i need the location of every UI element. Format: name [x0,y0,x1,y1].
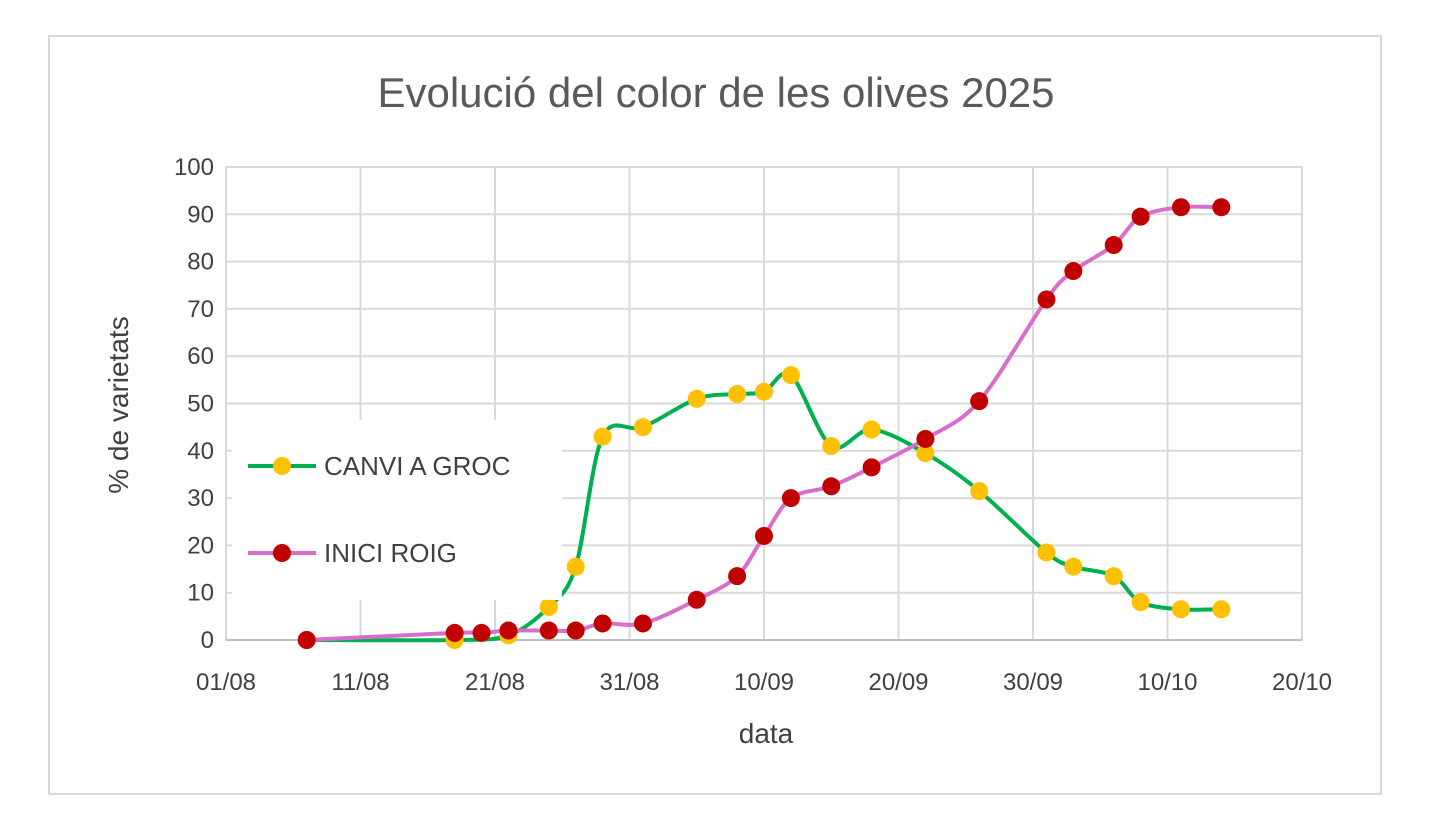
y-tick-label: 60 [187,343,214,370]
data-point [1131,593,1150,612]
y-tick-label: 0 [201,627,214,654]
data-point [728,567,747,586]
x-tick-label: 20/10 [1272,669,1332,696]
data-point [781,489,800,508]
x-tick-label: 11/08 [331,669,389,696]
data-point [687,590,706,609]
y-tick-label: 40 [187,438,214,465]
x-tick-label: 10/10 [1137,669,1197,696]
legend-item: INICI ROIG [248,538,457,568]
data-point [822,437,841,456]
x-axis-title: data [739,718,794,749]
data-point [755,526,773,545]
chart-svg: 0 10 20 30 40 50 60 70 80 90 100 01/08 11/08 21/08 31/… [103,69,1332,749]
data-point [781,366,800,385]
data-point [1171,600,1190,619]
y-tick-label: 80 [187,249,214,276]
legend-marker [273,544,291,562]
y-tick-label: 10 [187,580,214,607]
x-tick-label: 21/08 [465,669,525,696]
legend-box [232,420,562,600]
data-point [1037,543,1056,562]
data-point [1064,557,1083,576]
x-tick-label: 20/09 [868,669,928,696]
gridlines [226,166,1303,640]
data-point [687,389,706,408]
data-point [1104,236,1123,255]
data-point [970,392,989,411]
data-point [566,621,585,640]
data-point [499,621,518,640]
data-point [1131,207,1150,226]
data-point [1212,198,1231,217]
y-tick-label: 50 [187,391,214,418]
series-layer [297,198,1231,649]
data-point [297,631,316,649]
data-point [755,382,773,401]
legend-item: CANVI A GROC [248,451,510,481]
data-point [1171,198,1190,217]
data-point [633,418,652,437]
data-point [862,458,881,477]
legend-marker [273,457,291,475]
data-point [1212,600,1231,619]
x-tick-label: 10/09 [734,669,794,696]
data-point [566,557,585,576]
legend: CANVI A GROC INICI ROIG [232,420,562,600]
data-point [1064,262,1083,281]
x-tick-label: 31/08 [599,669,659,696]
data-point [633,614,652,633]
y-axis-title: % de varietats [103,316,134,493]
data-point [593,427,612,446]
series-inici-roig [297,198,1231,649]
data-point [970,482,989,501]
y-tick-label: 90 [187,201,214,228]
data-point [445,623,464,642]
x-tick-label: 01/08 [196,669,256,696]
y-tick-label: 100 [174,154,214,181]
data-point [539,621,558,640]
chart-frame: 0 10 20 30 40 50 60 70 80 90 100 01/08 11/08 21/08 31/… [48,35,1382,795]
data-point [862,420,881,439]
data-point [593,614,612,633]
legend-label: INICI ROIG [324,538,457,568]
data-point [539,597,558,616]
axes: 0 10 20 30 40 50 60 70 80 90 100 01/08 11/08 21/08 31/… [174,154,1332,696]
data-point [1037,290,1056,309]
x-tick-label: 30/09 [1003,669,1063,696]
data-point [822,477,841,496]
y-tick-label: 30 [187,485,214,512]
chart-title: Evolució del color de les olives 2025 [377,69,1054,116]
legend-label: CANVI A GROC [324,451,510,481]
data-point [728,385,747,404]
data-point [916,444,935,463]
y-tick-label: 20 [187,532,214,559]
data-point [472,623,491,642]
y-tick-label: 70 [187,296,214,323]
data-point [1104,567,1123,586]
data-point [916,429,935,448]
